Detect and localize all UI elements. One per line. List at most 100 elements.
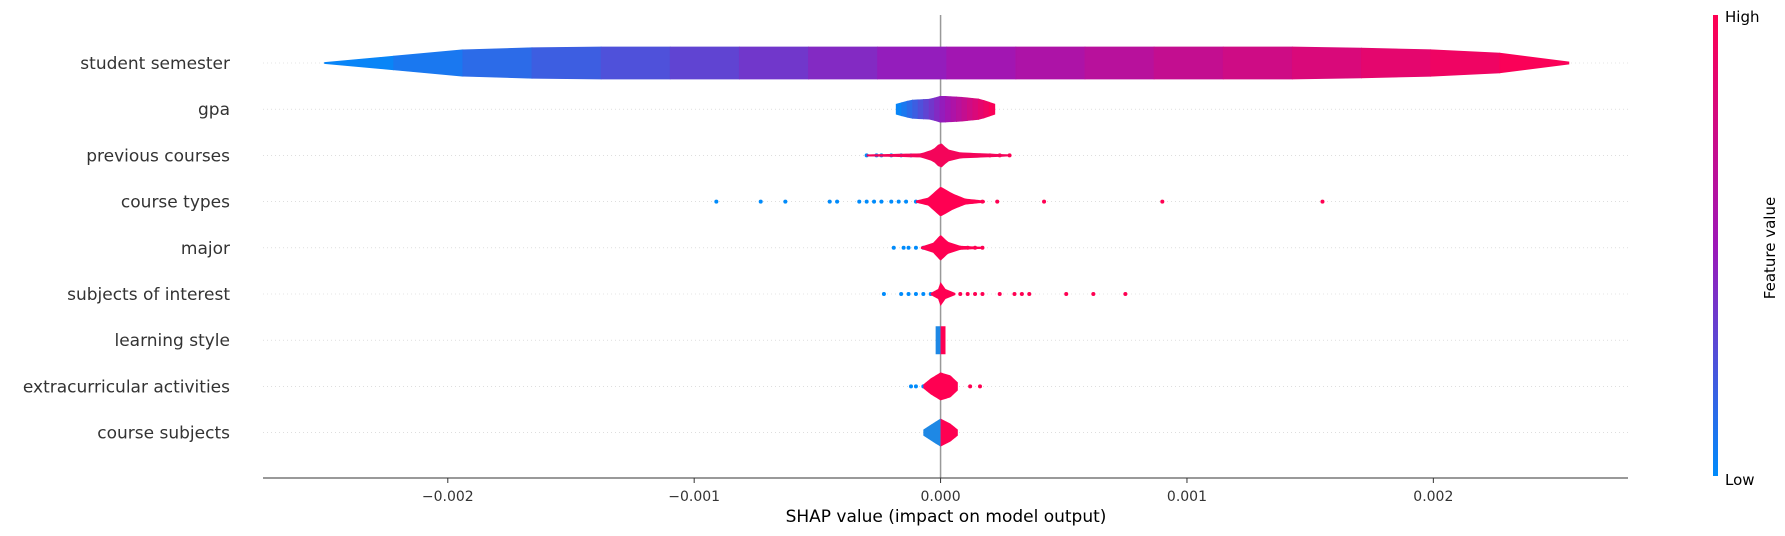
strip-point	[921, 292, 926, 296]
strip-point	[891, 245, 896, 250]
violin-2	[864, 143, 1012, 168]
strip-point	[901, 245, 906, 250]
violin-segment	[1015, 46, 1086, 80]
strip-point	[909, 384, 914, 389]
violin-segment	[1430, 49, 1501, 77]
violin-segment	[1361, 47, 1432, 79]
violin-segment	[1291, 46, 1362, 80]
strip-point	[714, 199, 719, 204]
violin-segment	[939, 95, 946, 123]
strip-point	[968, 384, 973, 389]
violin-layer	[324, 46, 1570, 447]
violin-segment	[895, 102, 903, 117]
violin-body	[920, 235, 983, 261]
strip-point	[977, 384, 982, 389]
strip-point	[879, 199, 884, 204]
feature-label: subjects of interest	[67, 285, 230, 305]
feature-label: gpa	[198, 100, 230, 120]
colorbar	[1713, 15, 1718, 476]
feature-label: previous courses	[86, 146, 230, 166]
violin-segment	[393, 49, 464, 77]
strip-point	[1064, 292, 1069, 296]
violin-segment	[946, 46, 1017, 80]
strip-point	[783, 199, 788, 204]
violin-segment	[945, 96, 952, 123]
strip-point	[758, 199, 763, 204]
strip-point	[980, 292, 985, 296]
strip-point	[965, 292, 970, 296]
violin-3	[714, 187, 1325, 217]
strip-point	[827, 199, 832, 204]
violin-segment	[934, 95, 941, 123]
violin-segment	[1222, 46, 1293, 80]
violin-segment	[906, 99, 914, 119]
strip-point	[1012, 292, 1017, 296]
x-tick-label: −0.001	[668, 489, 720, 505]
x-axis-ticks: −0.002 −0.001 0.000 0.001 0.002	[422, 478, 1453, 505]
strip-point	[958, 292, 963, 296]
violin-segment	[928, 97, 935, 121]
colorbar-low-label: Low	[1725, 471, 1755, 489]
strip-point	[973, 292, 978, 296]
violin-body-low	[923, 418, 941, 447]
feature-label: extracurricular activities	[23, 377, 230, 397]
violin-segment	[901, 100, 908, 118]
violin-segment	[988, 101, 996, 117]
feature-labels: student semester gpa previous courses cours…	[23, 54, 230, 444]
violin-segment	[462, 47, 533, 79]
strip-point	[1320, 199, 1325, 204]
violin-0	[324, 46, 1570, 80]
violin-segment	[967, 97, 974, 121]
x-axis-title: SHAP value (impact on model output)	[786, 507, 1107, 527]
violin-segment	[877, 46, 948, 80]
violin-body-low	[935, 326, 941, 355]
violin-body-high	[940, 326, 946, 355]
feature-label: course subjects	[97, 424, 230, 444]
violin-body	[930, 282, 956, 306]
strip-point	[835, 199, 840, 204]
violin-body-high	[940, 418, 958, 447]
violin-4	[891, 235, 985, 261]
violin-8	[923, 418, 958, 447]
strip-point	[857, 199, 862, 204]
violin-segment	[950, 96, 957, 123]
violin-segment	[1153, 46, 1224, 80]
colorbar-title: Feature value	[1761, 197, 1779, 299]
violin-segment	[1499, 52, 1570, 74]
violin-segment	[977, 98, 985, 120]
strip-point	[872, 199, 877, 204]
x-tick-label: 0.002	[1413, 489, 1453, 505]
violin-segment	[1084, 46, 1155, 80]
strip-point	[1042, 199, 1047, 204]
violin-body	[923, 372, 958, 401]
strip-point	[906, 245, 911, 250]
colorbar-high-label: High	[1725, 8, 1759, 26]
violin-segment	[961, 96, 968, 122]
strip-point	[864, 199, 869, 204]
violin-1	[895, 95, 996, 123]
strip-point	[913, 245, 918, 250]
strip-point	[899, 292, 904, 296]
strip-point	[997, 292, 1002, 296]
violin-segment	[531, 46, 602, 80]
strip-point	[913, 384, 918, 389]
strip-point	[995, 199, 1000, 204]
strip-point	[1123, 292, 1128, 296]
violin-segment	[972, 98, 979, 121]
violin-6	[935, 326, 946, 355]
violin-body	[915, 187, 985, 217]
x-tick-label: 0.000	[921, 489, 961, 505]
violin-segment	[917, 99, 924, 120]
feature-label: learning style	[114, 331, 230, 351]
strip-point	[1019, 292, 1024, 296]
feature-label: course types	[121, 193, 230, 213]
violin-segment	[923, 98, 930, 120]
violin-segment	[983, 99, 990, 119]
strip-point	[1027, 292, 1032, 296]
strip-point	[904, 199, 909, 204]
strip-point	[906, 292, 911, 296]
strip-point	[896, 199, 901, 204]
violin-segment	[956, 96, 963, 122]
x-tick-label: 0.001	[1167, 489, 1207, 505]
